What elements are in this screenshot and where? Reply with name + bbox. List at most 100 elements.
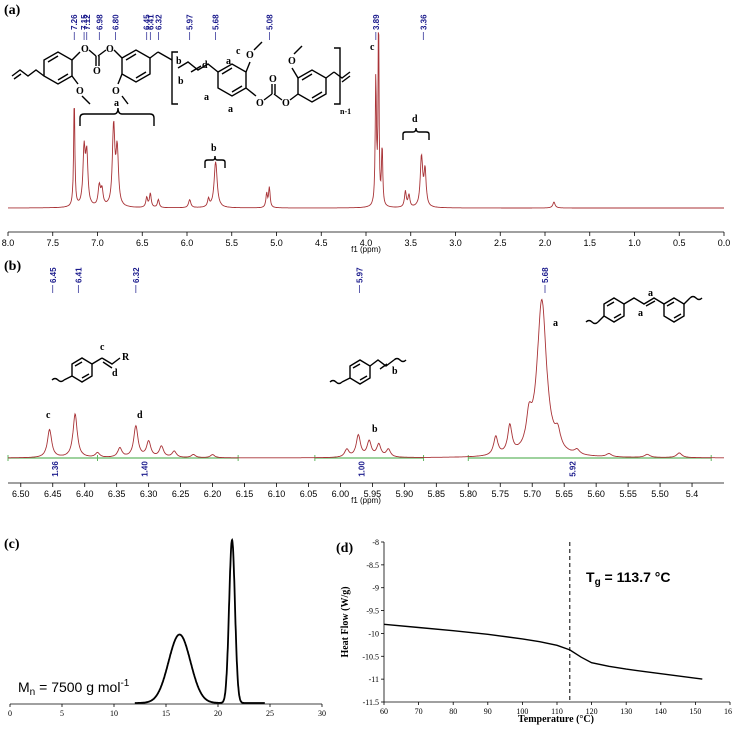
peak-letter-c: c (46, 410, 51, 421)
panel-a-x-axis-label: f1 (ppm) (351, 245, 381, 254)
x-tick-label: 6.10 (268, 489, 286, 499)
x-tick-label: 1.0 (628, 238, 641, 248)
panel-b-structure-2: b (329, 357, 407, 385)
peak-letter-d: d (137, 410, 143, 421)
panel-d-y-axis-label: Heat Flow (W/g) (340, 586, 351, 657)
peak-label: 5.68 (212, 14, 221, 30)
oxygen-label: O (93, 66, 101, 77)
y-tick-label: -11 (369, 675, 379, 684)
peak-letter-a: a (553, 318, 558, 329)
struct-label-b: b (178, 76, 184, 87)
peak-label: 5.68 (541, 267, 550, 283)
peak-label: 6.45 (49, 267, 58, 283)
y-tick-label: -9.5 (366, 607, 379, 616)
x-tick-label: 80 (449, 707, 457, 716)
x-tick-label: 0 (8, 709, 12, 718)
bracket-label-a: a (114, 98, 119, 109)
oxygen-label: O (282, 98, 290, 109)
x-tick-label: 6.45 (44, 489, 62, 499)
x-tick-label: 5.75 (491, 489, 509, 499)
oxygen-label: O (76, 86, 84, 97)
x-tick-label: 15 (162, 709, 170, 718)
struct-label-a: a (204, 92, 209, 103)
x-tick-label: 130 (620, 707, 632, 716)
x-tick-label: 0.0 (718, 238, 731, 248)
mn-prefix: M (18, 679, 30, 695)
oxygen-label: O (106, 44, 114, 55)
peak-label: 7.26 (70, 14, 79, 30)
x-tick-label: 7.5 (46, 238, 59, 248)
x-tick-label: 6.50 (12, 489, 30, 499)
panel-d-x-axis-label: Temperature (°C) (518, 714, 594, 725)
y-tick-label: -10 (368, 629, 379, 638)
peak-label: 7.15 (80, 14, 89, 30)
x-tick-label: 20 (214, 709, 222, 718)
peak-label: 5.08 (265, 14, 274, 30)
panel-c-label: (c) (4, 537, 20, 552)
x-tick-label: 5.55 (619, 489, 637, 499)
x-tick-label: 8.0 (2, 238, 15, 248)
x-tick-label: 25 (266, 709, 274, 718)
x-tick-label: 5.5 (225, 238, 238, 248)
x-tick-label: 6.20 (204, 489, 222, 499)
mn-sub: n (30, 687, 36, 698)
tg-tail: = 113.7 °C (601, 569, 671, 585)
peak-label: 6.41 (74, 267, 83, 283)
peak-label: 6.45 (143, 14, 152, 30)
x-tick-label: 5 (60, 709, 64, 718)
peak-label: 6.32 (132, 267, 141, 283)
peak-label: 6.41 (146, 14, 155, 30)
panel-a-x-ticks: 8.0 7.5 7.0 6.5 6.0 5.5 5.0 4.5 4.0 3.5 3.0 2.5 2.0 1… (2, 232, 731, 248)
panel-d-dsc-curve (383, 623, 703, 680)
oxygen-label: O (81, 44, 89, 55)
x-tick-label: 2.0 (539, 238, 552, 248)
x-tick-label: 90 (484, 707, 492, 716)
x-tick-label: 0.5 (673, 238, 686, 248)
x-tick-label: 6.35 (108, 489, 126, 499)
bracket-label-b: b (211, 143, 217, 154)
x-tick-label: 5.80 (460, 489, 478, 499)
peak-label: 3.36 (419, 14, 428, 30)
x-tick-label: 6.25 (172, 489, 190, 499)
panel-b-structure-1: c R d (51, 342, 130, 383)
panel-b-label: (b) (4, 259, 21, 274)
peak-label: 6.80 (111, 14, 120, 30)
panel-d: (d) 60 70 80 90 100 110 120 130 140 150 160 -8 -8.5 -… (336, 538, 732, 725)
x-tick-label: 6.0 (181, 238, 194, 248)
struct-label-n: n-1 (340, 107, 351, 116)
panel-b-x-axis-label: f1 (ppm) (351, 496, 381, 505)
x-tick-label: 2.5 (494, 238, 507, 248)
panel-b: (b) 6.45 6.41 6.32 5.97 5.68 1.36 1.40 1.00 5.9… (4, 259, 724, 505)
oxygen-label: O (112, 86, 120, 97)
struct-label-b: b (392, 366, 398, 377)
x-tick-label: 30 (318, 709, 326, 718)
x-tick-label: 120 (586, 707, 598, 716)
panel-c: (c) 0 5 10 15 20 25 30 Mn = 7500 g mol-1 (4, 537, 326, 718)
x-tick-label: 10 (110, 709, 118, 718)
peak-letter-b: b (372, 424, 378, 435)
struct-label-c: c (236, 46, 241, 57)
peak-label: 5.97 (356, 267, 365, 283)
panel-a: (a) 7.26 7.157.12 6.98 6.80 6.456.41 6.32 5.97… (2, 3, 731, 254)
panel-a-structure: O O O O O b b (11, 41, 430, 168)
x-tick-label: 7.0 (91, 238, 104, 248)
x-tick-label: 5.70 (523, 489, 541, 499)
panel-a-peak-labels: 7.26 7.157.12 6.98 6.80 6.456.41 6.32 5.97 5.68… (70, 14, 428, 40)
panel-b-spectrum (8, 298, 724, 459)
struct-label-r: R (122, 352, 130, 363)
panel-a-label: (a) (4, 3, 21, 18)
struct-label-b: b (176, 56, 182, 67)
panel-d-tg-annotation: Tg = 113.7 °C (586, 569, 671, 588)
oxygen-label: O (288, 56, 296, 67)
x-tick-label: 5.65 (555, 489, 573, 499)
x-tick-label: 60 (380, 707, 388, 716)
x-tick-label: 70 (415, 707, 423, 716)
mn-sup: -1 (120, 678, 129, 689)
y-tick-label: -9 (372, 584, 379, 593)
panel-c-chromatogram (134, 537, 265, 704)
oxygen-label: O (256, 98, 264, 109)
struct-label-c: c (100, 342, 105, 353)
x-tick-label: 110 (551, 707, 563, 716)
x-tick-label: 6.00 (332, 489, 350, 499)
integral-label: 1.40 (140, 461, 149, 477)
